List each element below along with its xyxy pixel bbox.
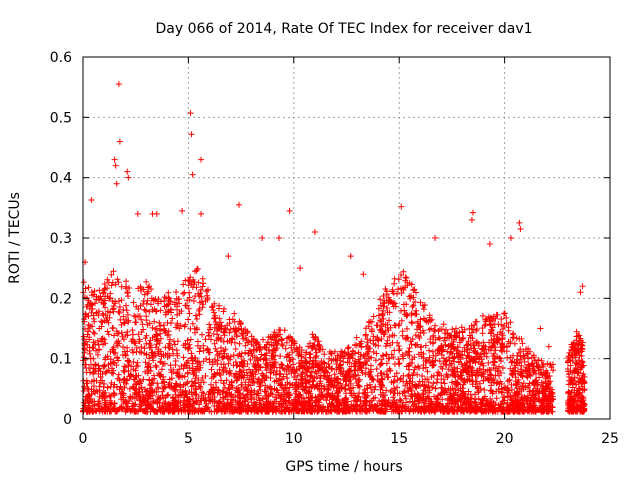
outlier-point — [112, 162, 119, 169]
outlier-point — [198, 210, 205, 217]
axis-ticks: 0 5 10 15 20 25 0 0.1 0.2 0.3 0.4 0.5 0.6 — [50, 50, 619, 447]
outlier-point — [276, 235, 283, 241]
outlier-point — [189, 171, 196, 178]
outlier-point — [115, 81, 122, 88]
outlier-point — [311, 228, 318, 235]
outlier-point — [297, 265, 304, 272]
outlier-point — [516, 219, 523, 226]
y-tick-label: 0.1 — [50, 352, 72, 368]
outlier-point — [187, 110, 194, 117]
scatter-points — [80, 265, 588, 415]
outlier-point — [577, 289, 584, 296]
y-tick-label: 0.5 — [50, 110, 72, 126]
outlier-point — [88, 196, 95, 203]
outlier-point — [545, 343, 552, 350]
outlier-point — [179, 207, 186, 214]
y-axis-label: ROTI / TECUs — [7, 192, 23, 284]
outlier-point — [149, 210, 156, 217]
y-tick-label: 0.6 — [50, 50, 72, 66]
y-tick-label: 0.2 — [50, 291, 72, 307]
data-points — [80, 81, 588, 415]
outlier-point — [398, 203, 405, 210]
outlier-point — [125, 174, 132, 181]
outlier-point — [188, 131, 195, 138]
outlier-point — [579, 283, 586, 290]
outlier-point — [113, 180, 120, 187]
x-tick-label: 10 — [285, 431, 303, 447]
outlier-point — [235, 201, 242, 208]
chart-title: Day 066 of 2014, Rate Of TEC Index for r… — [155, 21, 532, 37]
outlier-point — [468, 216, 475, 223]
x-tick-label: 0 — [79, 431, 88, 447]
x-tick-label: 25 — [601, 431, 619, 447]
x-tick-label: 15 — [390, 431, 408, 447]
x-axis-label: GPS time / hours — [285, 459, 402, 475]
outlier-point — [507, 235, 514, 241]
outlier-point — [286, 207, 293, 214]
outlier-point — [517, 225, 524, 232]
y-tick-label: 0.3 — [50, 231, 72, 247]
y-tick-label: 0 — [63, 412, 72, 428]
outlier-point — [537, 325, 544, 332]
outlier-point — [259, 235, 266, 241]
outlier-point — [469, 209, 476, 216]
outlier-point — [432, 235, 439, 241]
outlier-point — [198, 156, 205, 163]
outlier-point — [134, 210, 141, 217]
outlier-point — [360, 271, 367, 278]
x-tick-label: 20 — [496, 431, 514, 447]
outlier-point — [225, 253, 232, 260]
outlier-point — [124, 168, 131, 175]
y-tick-label: 0.4 — [50, 171, 72, 187]
outlier-point — [111, 156, 118, 163]
x-tick-label: 5 — [184, 431, 193, 447]
outlier-point — [486, 241, 493, 248]
outlier-point — [116, 138, 123, 145]
outlier-point — [347, 253, 354, 260]
